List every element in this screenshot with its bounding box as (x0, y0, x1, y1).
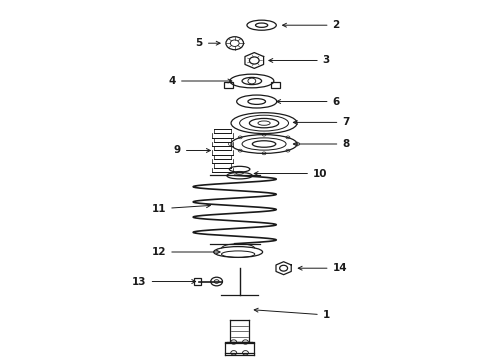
Text: 1: 1 (254, 308, 329, 320)
Text: 7: 7 (293, 117, 349, 127)
Text: 6: 6 (276, 96, 339, 107)
Text: 2: 2 (282, 20, 339, 30)
Text: 11: 11 (151, 204, 210, 214)
Text: 14: 14 (298, 263, 346, 273)
Text: 3: 3 (268, 55, 329, 66)
Text: 10: 10 (254, 168, 327, 179)
Bar (270, 82, 279, 88)
Text: 4: 4 (168, 76, 231, 86)
Text: 12: 12 (151, 247, 220, 257)
Text: 9: 9 (173, 145, 210, 156)
Text: 13: 13 (132, 276, 195, 287)
Text: 5: 5 (195, 38, 220, 48)
Bar (224, 82, 232, 88)
Text: 8: 8 (293, 139, 349, 149)
Bar (194, 278, 201, 285)
